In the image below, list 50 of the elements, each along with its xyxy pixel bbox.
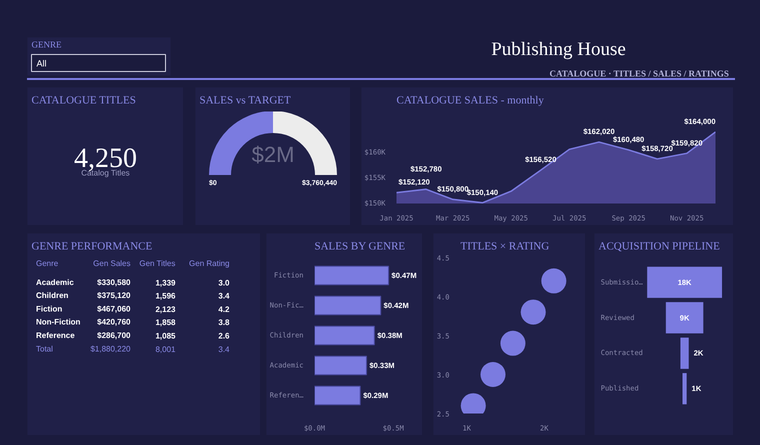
text: CATALOGUE · TITLES / SALES / RATINGS <box>549 68 729 78</box>
category-label: Genre <box>36 259 59 268</box>
text: 3.4 <box>218 344 230 354</box>
text: 3.0 <box>218 278 230 288</box>
point <box>520 300 546 325</box>
text: Non-Fiction <box>36 318 81 327</box>
text: $330,580 <box>97 278 132 287</box>
text: Total <box>36 344 54 354</box>
bar <box>314 266 390 286</box>
text: $467,060 <box>97 304 132 314</box>
text: 3.8 <box>218 318 230 328</box>
text: 4.2 <box>218 304 230 314</box>
text: ACQUISITION PIPELINE <box>598 240 720 252</box>
text: 3.4 <box>218 292 230 301</box>
text: Fiction <box>36 304 62 314</box>
chart-title: SALES vs TARGET <box>200 94 291 106</box>
text: All <box>36 58 47 68</box>
text: $375,120 <box>97 291 132 300</box>
text: 2.6 <box>218 332 230 340</box>
text: Reference <box>36 331 76 340</box>
chart-title: TITLES × RATING <box>460 240 550 252</box>
text: GENRE PERFORMANCE <box>32 240 152 252</box>
bar <box>314 326 375 346</box>
category-label: Gen Sales <box>93 259 131 268</box>
point <box>480 362 506 387</box>
text: $420,760 <box>97 318 132 327</box>
text: 2,123 <box>155 304 176 314</box>
text: 1,596 <box>155 292 176 301</box>
category-label: Gen Rating <box>189 259 230 268</box>
bar <box>314 386 361 406</box>
bar <box>314 296 382 316</box>
text: GENRE <box>32 40 62 50</box>
text: CATALOGUE TITLES <box>32 94 136 106</box>
text: $286,700 <box>97 331 132 340</box>
text: 1,858 <box>155 318 176 328</box>
text: 1,085 <box>155 332 176 340</box>
text: Publishing House <box>491 39 626 60</box>
text: Academic <box>36 278 74 287</box>
bar <box>314 356 367 376</box>
chart-title: SALES BY GENRE <box>314 240 406 252</box>
category-label: Gen Titles <box>139 259 176 268</box>
text: $1,880,220 <box>90 344 132 354</box>
text: $2M <box>252 142 294 167</box>
text: Children <box>36 291 69 300</box>
point <box>541 268 566 294</box>
point <box>500 330 526 356</box>
text: 8,001 <box>155 344 176 354</box>
text: Catalog Titles <box>81 168 130 178</box>
chart-title: CATALOGUE SALES - monthly <box>396 94 544 106</box>
text: 1,339 <box>155 278 176 288</box>
